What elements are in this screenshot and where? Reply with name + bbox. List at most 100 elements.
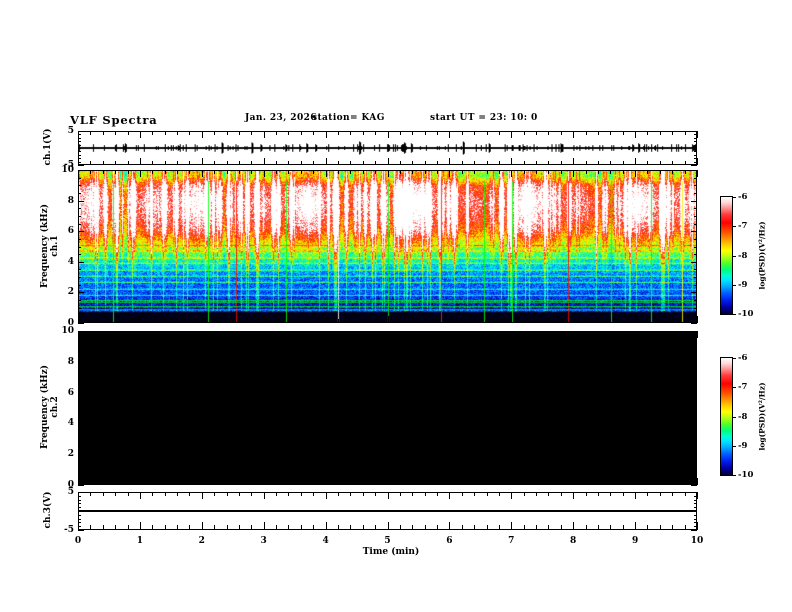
x-tick <box>548 161 550 165</box>
x-tick <box>288 161 290 165</box>
x-tick <box>424 161 426 165</box>
x-tick-label: 5 <box>384 536 391 546</box>
x-tick <box>573 478 575 485</box>
y-tick <box>78 485 84 486</box>
x-tick <box>362 492 364 496</box>
x-tick <box>684 319 686 323</box>
x-tick <box>412 481 414 485</box>
colorbar-tick-label: -8 <box>738 411 748 422</box>
y-tick <box>691 392 697 394</box>
colorbar-tick <box>732 314 736 315</box>
x-tick <box>498 331 500 335</box>
x-tick <box>622 525 624 530</box>
x-tick <box>362 170 364 174</box>
y-tick <box>691 231 697 233</box>
x-tick <box>375 492 377 496</box>
x-tick <box>399 161 401 165</box>
x-tick <box>635 522 637 530</box>
colorbar-tick-label: -8 <box>738 250 748 261</box>
y-tick <box>691 331 697 332</box>
x-tick <box>177 319 179 323</box>
y-tick <box>694 141 697 143</box>
x-tick <box>337 161 339 165</box>
x-tick <box>684 525 686 530</box>
x-tick <box>449 131 451 138</box>
x-tick <box>474 481 476 485</box>
x-tick <box>127 525 129 530</box>
x-tick <box>139 478 141 485</box>
y-tick <box>694 415 697 417</box>
y-tick <box>78 154 81 156</box>
y-tick <box>694 408 697 409</box>
x-tick <box>399 492 401 496</box>
y-tick <box>694 208 697 210</box>
x-tick <box>214 525 216 530</box>
x-tick <box>523 492 525 496</box>
x-tick <box>437 481 439 485</box>
x-tick <box>375 331 377 335</box>
colorbar-tick-label: -9 <box>738 440 748 451</box>
x-tick <box>325 158 327 165</box>
x-tick <box>697 170 698 177</box>
y-tick-label: 8 <box>67 356 74 367</box>
x-tick <box>115 170 117 174</box>
y-tick <box>78 530 84 531</box>
x-tick <box>560 481 562 485</box>
x-tick <box>511 170 513 177</box>
x-tick <box>238 525 240 530</box>
x-tick <box>300 319 302 323</box>
y-tick <box>691 261 697 263</box>
y-tick <box>78 503 81 505</box>
x-tick <box>375 525 377 530</box>
x-tick <box>412 161 414 165</box>
x-tick <box>461 481 463 485</box>
x-tick <box>177 492 179 496</box>
x-tick <box>177 161 179 165</box>
x-tick <box>523 525 525 530</box>
ch3-voltage-trace <box>79 510 696 512</box>
y-tick-label: 0 <box>67 318 74 328</box>
x-tick <box>251 319 253 323</box>
x-tick <box>622 319 624 323</box>
x-tick <box>697 158 698 165</box>
x-tick <box>424 331 426 335</box>
x-tick <box>536 131 538 135</box>
x-tick <box>684 170 686 174</box>
y-tick <box>694 346 697 348</box>
x-tick <box>474 131 476 135</box>
x-tick <box>672 131 674 135</box>
y-tick <box>691 200 697 202</box>
y-tick <box>78 200 84 202</box>
x-tick <box>585 331 587 335</box>
x-tick <box>127 492 129 496</box>
y-tick <box>694 315 697 317</box>
x-tick <box>90 331 92 335</box>
x-tick <box>635 316 637 323</box>
x-tick <box>387 170 389 177</box>
y-tick <box>78 141 81 143</box>
x-tick <box>610 131 612 135</box>
x-tick <box>115 161 117 165</box>
x-tick <box>573 170 575 177</box>
x-tick <box>276 525 278 530</box>
x-tick <box>90 161 92 165</box>
x-tick <box>672 525 674 530</box>
ch1-spectrogram-image <box>79 171 696 322</box>
x-tick <box>78 170 79 177</box>
x-tick <box>486 319 488 323</box>
x-tick <box>90 131 92 135</box>
y-tick <box>694 438 697 440</box>
x-tick <box>424 319 426 323</box>
ch2-spectrogram-axis-title-line1: ch.2 <box>50 396 60 418</box>
x-tick <box>498 525 500 530</box>
x-tick <box>115 131 117 135</box>
x-tick <box>152 492 154 496</box>
x-tick <box>189 170 191 174</box>
y-tick <box>694 215 697 217</box>
x-tick <box>622 492 624 496</box>
y-tick-label: 10 <box>61 165 74 175</box>
x-tick <box>325 316 327 323</box>
y-tick-label: 8 <box>67 195 74 206</box>
x-tick <box>610 319 612 323</box>
x-tick <box>684 492 686 496</box>
